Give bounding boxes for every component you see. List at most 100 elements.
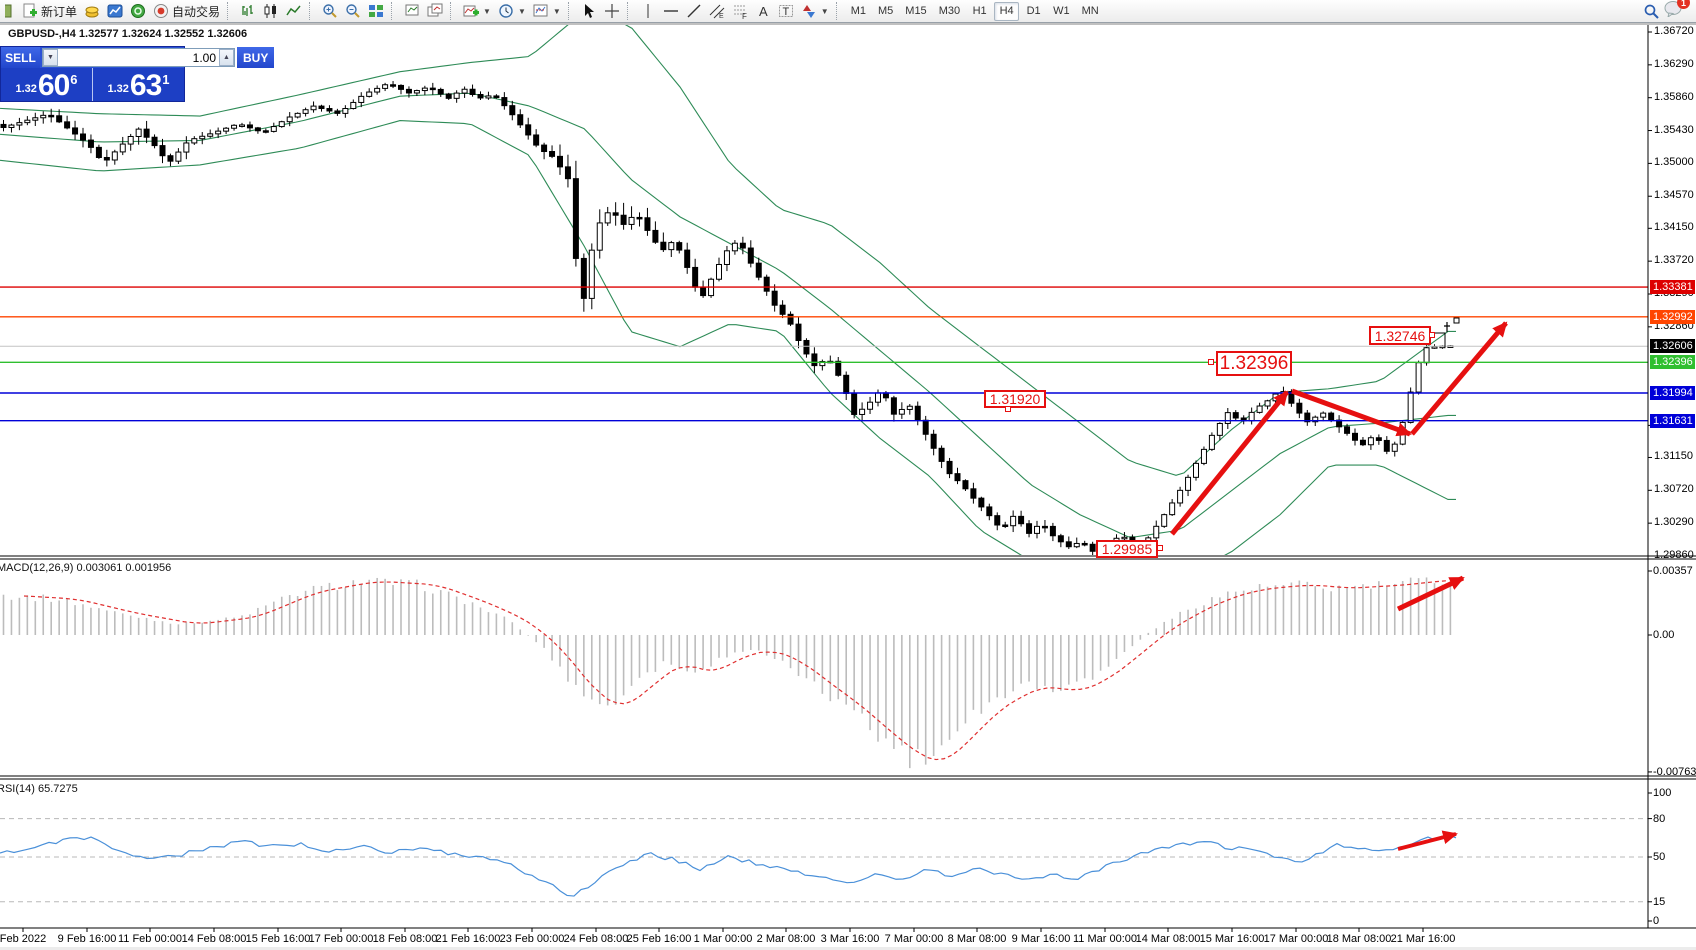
price-line-label: 1.32992 — [1650, 309, 1695, 324]
price-tag-1.32746[interactable]: 1.32746 — [1369, 326, 1431, 345]
time-label: 11 Feb 00:00 — [117, 933, 183, 945]
templates-button[interactable]: ▼ — [530, 1, 564, 21]
candle-up — [485, 95, 492, 99]
timeframe-m15[interactable]: M15 — [905, 5, 927, 17]
price-tick: 1.35000 — [1654, 156, 1694, 169]
volume-input[interactable] — [58, 49, 219, 66]
candle-down — [0, 123, 7, 128]
timeframe-m30[interactable]: M30 — [938, 5, 961, 17]
price-line-label: 1.31631 — [1650, 413, 1695, 428]
timeframe-w1[interactable]: W1 — [1053, 5, 1070, 17]
cursor-tool-button[interactable] — [578, 1, 600, 21]
macd-axis-value: 0.00 — [1653, 629, 1675, 641]
fibonacci-tool-button[interactable]: F — [729, 1, 751, 21]
clipped-left-icon[interactable] — [2, 1, 18, 21]
timeframe-group: M1 M5 M15 M30 H1 H4 D1 W1 MN — [846, 1, 1104, 21]
zoom-in-button[interactable] — [319, 1, 341, 21]
candle-down — [962, 480, 969, 490]
candle-down — [994, 515, 1001, 526]
vertical-line-tool-button[interactable] — [637, 1, 659, 21]
data-window-button[interactable] — [104, 1, 126, 21]
candle-down — [1359, 439, 1366, 446]
shapes-tool-button[interactable]: ▼ — [798, 1, 832, 21]
buy-price-pips: 63 — [129, 69, 162, 102]
sell-quote[interactable]: 1.32 60 6 — [1, 68, 93, 101]
analysis-arrow[interactable] — [1410, 321, 1508, 436]
price-chart-canvas[interactable] — [0, 23, 1696, 950]
price-tick: 1.34570 — [1654, 189, 1694, 202]
price-tag-1.32396[interactable]: 1.32396 — [1216, 351, 1292, 376]
candle-up — [819, 361, 826, 367]
timeframe-h1[interactable]: H1 — [972, 5, 987, 17]
candle-down — [1296, 402, 1303, 414]
sell-price-point: 6 — [70, 72, 78, 87]
candle-down — [978, 497, 985, 508]
tile-windows-icon — [369, 5, 384, 17]
navigator-button[interactable] — [127, 1, 149, 21]
candle-up — [1391, 443, 1398, 452]
buy-button[interactable]: BUY — [237, 47, 275, 68]
candle-down — [890, 397, 897, 415]
analysis-arrow[interactable] — [1396, 575, 1465, 612]
tile-windows-button[interactable] — [365, 1, 387, 21]
label-tool-button[interactable]: T — [775, 1, 797, 21]
sell-button[interactable]: SELL — [1, 47, 40, 68]
time-label: 23 Feb 00:00 — [499, 933, 565, 945]
zoom-out-button[interactable] — [342, 1, 364, 21]
candle-down — [95, 146, 102, 158]
candle-down — [493, 95, 500, 99]
analysis-arrow[interactable] — [1291, 388, 1412, 437]
bar-chart-mode-button[interactable] — [237, 1, 259, 21]
timeframe-m5[interactable]: M5 — [878, 5, 894, 17]
price-tick: 1.30720 — [1654, 483, 1694, 496]
search-button[interactable] — [1640, 1, 1663, 21]
analysis-arrow[interactable] — [1170, 390, 1289, 536]
market-watch-button[interactable] — [81, 1, 103, 21]
candle-up — [1216, 422, 1223, 436]
candlestick-mode-button[interactable] — [260, 1, 282, 21]
candle-up — [207, 133, 214, 137]
timeframe-mn[interactable]: MN — [1081, 5, 1099, 17]
vertical-line-icon — [647, 4, 649, 18]
candle-down — [159, 145, 166, 157]
crosshair-tool-button[interactable] — [601, 1, 623, 21]
candle-down — [429, 87, 436, 91]
candle-down — [700, 286, 707, 297]
candle-down — [167, 155, 174, 162]
periods-button[interactable]: ▼ — [495, 1, 529, 21]
candle-down — [334, 110, 341, 114]
text-tool-button[interactable]: A — [752, 1, 774, 21]
notifications-button[interactable]: 1 — [1664, 0, 1690, 22]
candle-down — [580, 257, 587, 299]
price-tag-1.29985[interactable]: 1.29985 — [1096, 540, 1158, 558]
trendline-tool-button[interactable] — [683, 1, 705, 21]
candle-up — [310, 105, 317, 111]
candle-down — [771, 290, 778, 306]
volume-increase-button[interactable]: ▲ — [219, 49, 234, 66]
time-label: 14 Feb 08:00 — [181, 933, 247, 945]
candle-up — [1121, 536, 1128, 540]
candle-up — [668, 242, 675, 251]
candle-down — [930, 433, 937, 449]
new-order-button[interactable]: 新订单 — [19, 1, 80, 21]
volume-decrease-button[interactable]: ▼ — [43, 49, 58, 66]
line-chart-mode-button[interactable] — [283, 1, 305, 21]
timeframe-h4[interactable]: H4 — [994, 1, 1020, 21]
indicators-button[interactable]: ▼ — [460, 1, 494, 21]
candle-down — [739, 242, 746, 249]
auto-trading-button[interactable]: 自动交易 — [150, 1, 223, 21]
candle-up — [215, 130, 222, 135]
horizontal-line-icon — [663, 10, 678, 12]
buy-quote[interactable]: 1.32 63 1 — [93, 68, 184, 101]
candle-down — [970, 488, 977, 499]
price-tag-1.31920[interactable]: 1.31920 — [984, 390, 1046, 408]
analysis-arrow[interactable] — [1397, 830, 1458, 851]
timeframe-d1[interactable]: D1 — [1026, 5, 1041, 17]
channel-tool-button[interactable]: E — [706, 1, 728, 21]
horizontal-line-tool-button[interactable] — [660, 1, 682, 21]
price-tick: 1.35430 — [1654, 123, 1694, 136]
timeframe-m1[interactable]: M1 — [850, 5, 866, 17]
cascade-windows-button[interactable] — [424, 1, 446, 21]
arrange-windows-button[interactable] — [401, 1, 423, 21]
